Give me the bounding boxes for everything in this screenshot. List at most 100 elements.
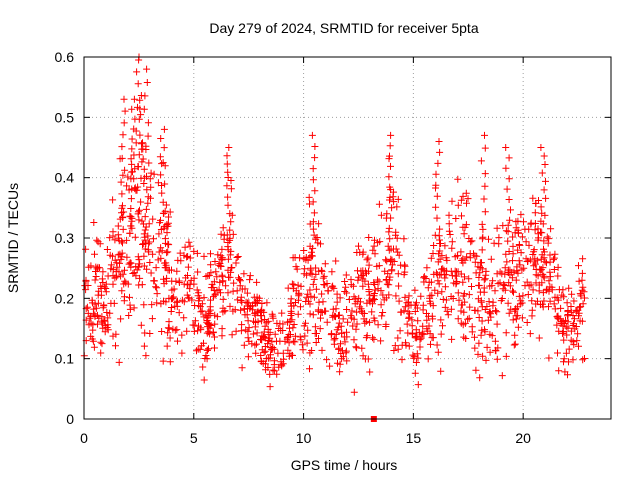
data-point [538, 169, 546, 177]
data-point [238, 364, 246, 372]
data-point [471, 344, 479, 352]
data-point [147, 183, 155, 191]
data-point [335, 311, 343, 319]
data-point [317, 314, 324, 322]
data-point [534, 272, 542, 280]
data-point [87, 262, 95, 270]
data-point [563, 299, 571, 307]
data-point [543, 233, 551, 241]
data-point [520, 264, 528, 272]
data-point [257, 307, 265, 315]
data-point [237, 293, 245, 301]
data-point [160, 280, 168, 288]
data-point [397, 308, 405, 316]
data-point [201, 355, 209, 362]
data-point [221, 307, 229, 315]
data-point [207, 296, 214, 304]
data-point [474, 263, 482, 271]
data-point [473, 252, 481, 260]
data-point [339, 315, 347, 323]
x-axis-label: GPS time / hours [291, 457, 398, 473]
data-point [153, 299, 161, 307]
data-point [575, 262, 582, 270]
data-point [217, 230, 225, 238]
data-point [509, 233, 517, 241]
data-point [294, 310, 302, 318]
data-point [459, 192, 467, 200]
data-point [157, 171, 165, 179]
data-point [315, 335, 322, 342]
data-point [324, 287, 332, 295]
data-point [311, 154, 319, 162]
data-point [94, 238, 102, 246]
data-point [369, 334, 376, 342]
data-point [311, 187, 319, 195]
data-point [297, 282, 305, 290]
data-point [562, 316, 569, 324]
data-point [121, 107, 129, 115]
data-point [545, 277, 553, 285]
data-point [174, 337, 181, 345]
data-point [443, 307, 451, 315]
data-point [131, 233, 139, 241]
data-point [119, 225, 127, 233]
data-point [300, 322, 308, 330]
x-tick-label: 5 [190, 430, 198, 446]
data-point [219, 277, 227, 285]
data-point [329, 313, 337, 321]
data-point [524, 291, 532, 298]
data-point [539, 303, 547, 311]
data-point [243, 289, 251, 297]
data-point [565, 284, 573, 292]
data-point [563, 331, 571, 339]
data-point [188, 296, 196, 304]
data-point [485, 298, 493, 306]
data-point [170, 293, 178, 301]
data-point [320, 281, 328, 288]
data-point [365, 267, 372, 275]
data-point [270, 345, 278, 353]
data-point [313, 330, 320, 337]
data-point [223, 160, 231, 168]
data-point [437, 316, 445, 324]
data-point [318, 267, 326, 275]
data-point [218, 271, 226, 279]
data-point [118, 237, 126, 245]
data-point [144, 199, 152, 207]
data-point [354, 276, 362, 284]
data-point [365, 234, 373, 241]
data-point [504, 268, 512, 276]
data-point [538, 279, 546, 287]
data-point [471, 307, 479, 314]
data-point [257, 308, 264, 316]
data-point [90, 343, 98, 351]
data-point [413, 332, 421, 340]
data-point [387, 245, 395, 253]
data-point [420, 273, 428, 281]
data-point [233, 287, 241, 295]
data-point [529, 251, 537, 258]
data-point [486, 348, 494, 356]
data-point [318, 309, 326, 316]
data-point [203, 329, 211, 337]
data-point [186, 280, 194, 288]
data-point [434, 277, 442, 285]
data-point [460, 308, 468, 316]
data-point [369, 246, 377, 254]
data-point [352, 343, 360, 351]
data-point [539, 289, 547, 297]
data-point [266, 383, 274, 391]
data-point [545, 287, 553, 295]
data-point [550, 266, 558, 273]
data-point [560, 358, 567, 366]
data-point [573, 337, 581, 345]
data-point [234, 296, 242, 304]
data-point [152, 283, 160, 291]
data-point [264, 317, 272, 325]
data-point [120, 119, 128, 127]
data-point [132, 272, 140, 280]
data-point [127, 205, 135, 212]
grid [84, 57, 611, 419]
data-point [205, 345, 212, 353]
data-point [123, 182, 131, 190]
